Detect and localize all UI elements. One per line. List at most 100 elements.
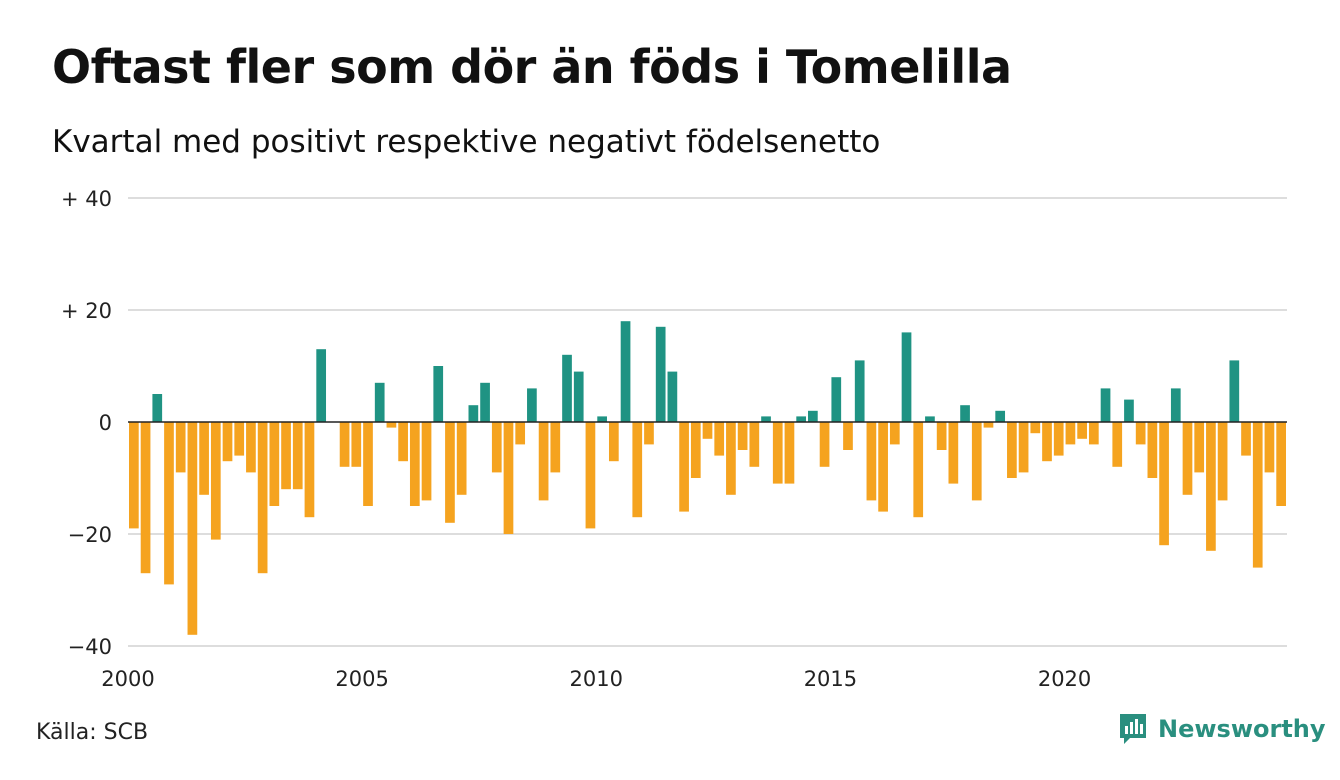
bar xyxy=(562,354,572,422)
bar xyxy=(409,422,420,506)
bar xyxy=(854,360,865,422)
bar xyxy=(948,422,959,484)
bar xyxy=(1159,422,1169,546)
bar xyxy=(913,422,924,518)
bar xyxy=(527,388,537,422)
bar xyxy=(971,422,982,501)
bar xyxy=(445,422,455,523)
bar xyxy=(199,422,209,495)
bar xyxy=(129,422,139,529)
bar xyxy=(269,422,280,506)
bar xyxy=(960,405,970,422)
bar xyxy=(480,382,490,422)
bar xyxy=(433,366,444,422)
bar xyxy=(140,422,151,574)
bar xyxy=(374,382,385,422)
bar xyxy=(597,416,607,422)
bar xyxy=(1018,422,1029,473)
bar xyxy=(1065,422,1076,445)
bar xyxy=(421,422,432,501)
bar xyxy=(175,422,186,473)
bar xyxy=(1182,422,1193,495)
bar xyxy=(281,422,291,490)
x-tick-label: 2005 xyxy=(335,667,388,691)
bar xyxy=(1112,422,1123,467)
bar xyxy=(936,422,947,450)
bar xyxy=(222,422,233,462)
bar xyxy=(210,422,221,540)
bar xyxy=(1276,422,1286,506)
bar xyxy=(1007,422,1017,478)
bar xyxy=(644,422,654,445)
brand-logo: Newsworthy xyxy=(1118,712,1326,746)
bar xyxy=(901,332,912,422)
bar xyxy=(550,422,561,473)
bar xyxy=(761,416,771,422)
bar xyxy=(1241,422,1251,456)
bar xyxy=(1264,422,1275,473)
source-note: Källa: SCB xyxy=(36,720,149,745)
bar xyxy=(257,422,268,574)
x-tick-label: 2015 xyxy=(804,667,857,691)
y-axis-ticks: + 40 + 20 0 −20 −40 xyxy=(61,187,112,659)
bar xyxy=(573,371,584,422)
bar xyxy=(632,422,643,518)
x-tick-label: 2020 xyxy=(1038,667,1091,691)
bar xyxy=(702,422,713,439)
x-axis-ticks: 2000 2005 2010 2015 2020 xyxy=(101,667,1091,691)
bar xyxy=(620,321,631,422)
bar xyxy=(878,422,888,512)
bar xyxy=(456,422,467,495)
bar xyxy=(1124,399,1134,422)
bar xyxy=(398,422,408,462)
x-tick-label: 2000 xyxy=(101,667,154,691)
bar xyxy=(667,371,678,422)
bar xyxy=(1077,422,1087,439)
bar xyxy=(749,422,760,467)
bar xyxy=(187,422,198,635)
bar xyxy=(1170,388,1181,422)
bar xyxy=(1206,422,1216,551)
y-tick-label: −20 xyxy=(68,523,112,547)
bar xyxy=(292,422,303,490)
bar xyxy=(843,422,853,450)
bar xyxy=(152,394,163,422)
bar xyxy=(772,422,783,484)
bar xyxy=(1053,422,1064,456)
bar xyxy=(1042,422,1052,462)
bar xyxy=(1100,388,1111,422)
bar xyxy=(831,377,842,422)
bar xyxy=(515,422,526,445)
bar xyxy=(1252,422,1263,568)
bar-chart: + 40 + 20 0 −20 −40 2000 2005 2010 2015 2020 xyxy=(61,187,1287,691)
bar xyxy=(690,422,701,478)
bar xyxy=(468,405,479,422)
bar xyxy=(784,422,795,484)
bar xyxy=(164,422,174,585)
bar xyxy=(503,422,514,534)
bar xyxy=(726,422,736,495)
bar xyxy=(1088,422,1099,445)
chart-title: Oftast fler som dör än föds i Tomelilla xyxy=(52,40,1012,94)
bar xyxy=(339,422,350,467)
bar xyxy=(796,416,807,422)
bar xyxy=(808,410,818,422)
bar xyxy=(889,422,900,445)
x-tick-label: 2010 xyxy=(570,667,623,691)
bar xyxy=(1147,422,1158,478)
y-tick-label: + 40 xyxy=(61,187,112,211)
bar xyxy=(655,326,666,422)
bars xyxy=(129,321,1286,635)
bar xyxy=(679,422,689,512)
bar xyxy=(386,422,397,428)
bar xyxy=(714,422,725,456)
bar xyxy=(1135,422,1146,445)
bar xyxy=(819,422,830,467)
bar xyxy=(866,422,877,501)
newsworthy-logo-icon xyxy=(1120,714,1146,744)
bar xyxy=(538,422,549,501)
bar xyxy=(608,422,619,462)
bar xyxy=(363,422,373,506)
bar xyxy=(304,422,315,518)
bar xyxy=(351,422,362,467)
